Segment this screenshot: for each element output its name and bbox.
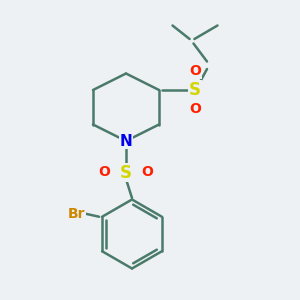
Text: O: O <box>189 64 201 78</box>
Text: Br: Br <box>68 207 85 221</box>
Text: S: S <box>120 164 132 181</box>
Text: O: O <box>189 102 201 116</box>
Text: S: S <box>189 81 201 99</box>
Text: N: N <box>120 134 132 148</box>
Text: O: O <box>142 166 154 179</box>
Text: O: O <box>98 166 110 179</box>
